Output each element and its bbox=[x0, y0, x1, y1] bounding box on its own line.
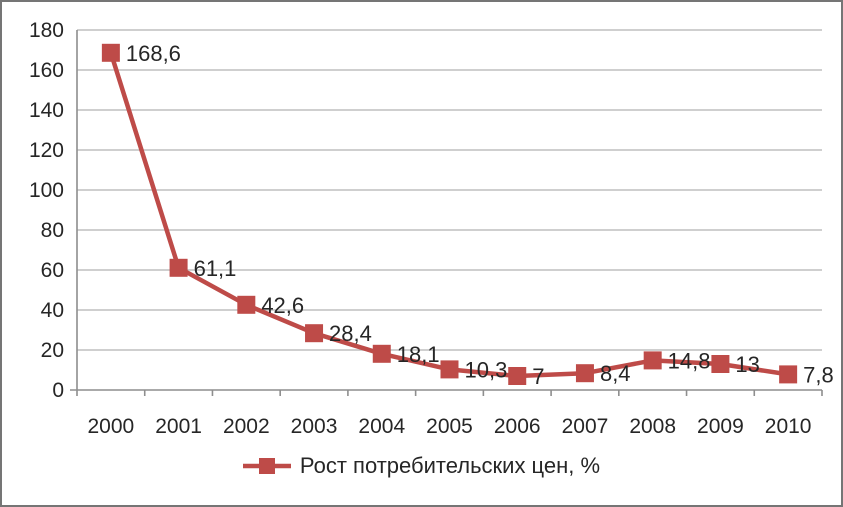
data-point-marker bbox=[711, 355, 730, 373]
data-point-label: 18,1 bbox=[397, 342, 440, 367]
x-tick-label: 2003 bbox=[291, 415, 338, 438]
data-point-marker bbox=[575, 364, 594, 383]
data-point-marker bbox=[101, 43, 120, 62]
data-point-label: 42,6 bbox=[261, 293, 304, 318]
data-point-marker bbox=[237, 295, 256, 314]
data-point-label: 168,6 bbox=[126, 41, 181, 66]
data-point-label: 61,1 bbox=[194, 256, 237, 281]
y-tick-label: 0 bbox=[52, 379, 64, 402]
data-point-marker bbox=[305, 324, 324, 343]
chart-legend: Рост потребительских цен, % bbox=[2, 453, 841, 479]
data-point-label: 7,8 bbox=[803, 362, 834, 387]
data-point-label: 13 bbox=[735, 352, 759, 377]
x-tick-label: 2000 bbox=[88, 415, 135, 438]
x-tick-label: 2005 bbox=[426, 415, 473, 438]
data-point-label: 28,4 bbox=[329, 321, 372, 346]
x-tick-label: 2008 bbox=[629, 415, 676, 438]
y-tick-label: 60 bbox=[41, 259, 64, 282]
y-tick-label: 160 bbox=[29, 59, 64, 82]
data-point-marker bbox=[779, 365, 798, 384]
data-point-marker bbox=[440, 360, 459, 379]
y-tick-label: 100 bbox=[29, 179, 64, 202]
legend-line-marker-icon bbox=[242, 458, 291, 474]
x-tick-label: 2010 bbox=[765, 415, 812, 438]
data-point-marker bbox=[169, 258, 188, 277]
data-point-marker bbox=[643, 351, 662, 370]
x-tick-label: 2001 bbox=[155, 415, 202, 438]
data-point-label: 10,3 bbox=[465, 357, 508, 382]
y-tick-label: 20 bbox=[41, 339, 64, 362]
y-tick-label: 180 bbox=[29, 19, 64, 42]
y-tick-label: 80 bbox=[41, 219, 64, 242]
y-tick-label: 40 bbox=[41, 299, 64, 322]
y-tick-label: 120 bbox=[29, 139, 64, 162]
x-tick-label: 2002 bbox=[223, 415, 270, 438]
data-point-label: 8,4 bbox=[600, 361, 631, 386]
data-point-marker bbox=[372, 344, 391, 363]
legend-series-label: Рост потребительских цен, % bbox=[299, 453, 601, 478]
series-line bbox=[108, 50, 791, 379]
x-tick-label: 2007 bbox=[562, 415, 609, 438]
y-tick-label: 140 bbox=[29, 99, 64, 122]
x-tick-label: 2004 bbox=[358, 415, 405, 438]
data-point-marker bbox=[508, 367, 527, 385]
x-tick-label: 2009 bbox=[697, 415, 744, 438]
x-tick-label: 2006 bbox=[494, 415, 541, 438]
data-point-label: 7 bbox=[532, 364, 544, 389]
data-point-label: 14,8 bbox=[668, 348, 711, 373]
